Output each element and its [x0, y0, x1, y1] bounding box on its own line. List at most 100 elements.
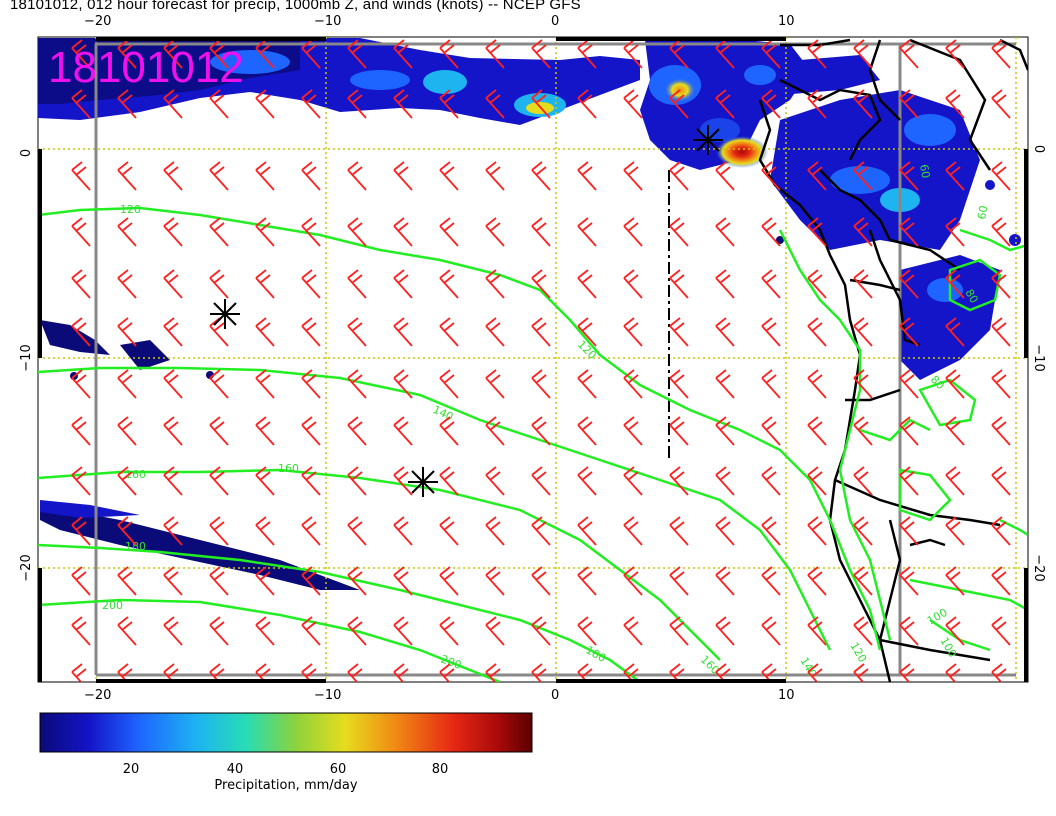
- wind-barb: [393, 466, 413, 496]
- wind-barb: [209, 89, 229, 119]
- wind-barb: [899, 616, 919, 646]
- wind-barb: [531, 317, 551, 347]
- wind-barb: [163, 466, 183, 496]
- wind-barb: [301, 369, 321, 399]
- wind-barb: [623, 89, 643, 119]
- wind-barb: [899, 369, 919, 399]
- wind-barb: [669, 616, 689, 646]
- wind-barb: [439, 269, 459, 299]
- wind-barb: [347, 369, 367, 399]
- wind-barb: [899, 466, 919, 496]
- wind-barb: [623, 39, 643, 69]
- wind-barb: [393, 39, 413, 69]
- wind-barb: [761, 317, 781, 347]
- wind-barb: [807, 217, 827, 247]
- wind-barb: [899, 566, 919, 596]
- wind-barb: [761, 39, 781, 69]
- wind-barb: [117, 416, 137, 446]
- wind-barb: [255, 416, 275, 446]
- wind-barb: [255, 39, 275, 69]
- wind-barb: [991, 269, 1011, 299]
- wind-barb: [71, 566, 91, 596]
- wind-barb: [117, 217, 137, 247]
- lat-tick: −10: [19, 344, 34, 371]
- wind-barb: [117, 89, 137, 119]
- lon-tick: 10: [778, 688, 795, 703]
- wind-barb: [577, 466, 597, 496]
- wind-barb: [163, 217, 183, 247]
- wind-barb: [485, 269, 505, 299]
- wind-barb: [899, 663, 915, 682]
- wind-barb: [853, 466, 873, 496]
- wind-barb: [485, 317, 505, 347]
- wind-barb: [807, 161, 827, 191]
- wind-barb: [71, 161, 91, 191]
- wind-barb: [853, 89, 873, 119]
- wind-barb: [117, 369, 137, 399]
- wind-barb: [945, 466, 965, 496]
- wind-barb: [807, 566, 827, 596]
- wind-barb: [715, 269, 735, 299]
- wind-barb: [163, 416, 183, 446]
- lat-tick: −20: [19, 554, 34, 581]
- wind-barb: [71, 466, 91, 496]
- wind-barb: [439, 466, 459, 496]
- contour-label: 160: [278, 462, 299, 475]
- wind-barb: [255, 217, 275, 247]
- wind-barb: [347, 269, 367, 299]
- wind-barb: [439, 89, 459, 119]
- wind-barb: [531, 161, 551, 191]
- wind-barb: [347, 663, 363, 682]
- wind-barb: [439, 416, 459, 446]
- wind-barb: [393, 416, 413, 446]
- wind-barb: [71, 269, 91, 299]
- wind-barb: [163, 663, 179, 682]
- wind-barb: [117, 516, 137, 546]
- wind-barb: [991, 416, 1011, 446]
- right-lat-labels: 0 −10 −20: [1031, 145, 1046, 582]
- contour-label: 60: [975, 204, 990, 220]
- wind-barb: [669, 663, 685, 682]
- wind-barb: [623, 369, 643, 399]
- wind-barb: [255, 516, 275, 546]
- wind-barb: [347, 89, 367, 119]
- wind-barb: [623, 217, 643, 247]
- wind-barb: [715, 663, 731, 682]
- colorbar-tick: 20: [123, 762, 140, 777]
- wind-barb: [669, 217, 689, 247]
- wind-barb: [531, 369, 551, 399]
- wind-barb: [761, 616, 781, 646]
- wind-barb: [71, 616, 91, 646]
- wind-barb: [117, 269, 137, 299]
- wind-barb: [393, 616, 413, 646]
- wind-barb: [853, 566, 873, 596]
- wind-barb: [807, 89, 827, 119]
- wind-barb: [255, 369, 275, 399]
- wind-barb: [255, 161, 275, 191]
- wind-barb: [117, 161, 137, 191]
- wind-barb: [439, 369, 459, 399]
- lon-tick: −10: [314, 14, 341, 29]
- wind-barb: [899, 161, 919, 191]
- wind-barb: [669, 161, 689, 191]
- wind-barb: [991, 369, 1011, 399]
- wind-barb: [301, 89, 321, 119]
- wind-barb: [393, 566, 413, 596]
- wind-barb: [669, 416, 689, 446]
- wind-barb: [485, 89, 505, 119]
- wind-barb: [715, 416, 735, 446]
- wind-barb: [485, 516, 505, 546]
- wind-barb: [853, 416, 873, 446]
- wind-barb: [853, 663, 869, 682]
- wind-barb: [209, 269, 229, 299]
- wind-barb: [853, 369, 873, 399]
- wind-barb: [531, 217, 551, 247]
- wind-barb: [117, 616, 137, 646]
- wind-barb: [853, 269, 873, 299]
- wind-barb: [899, 39, 919, 69]
- wind-barb: [393, 269, 413, 299]
- wind-barb: [761, 466, 781, 496]
- wind-barb: [347, 566, 367, 596]
- wind-barb: [163, 161, 183, 191]
- wind-barb: [669, 317, 689, 347]
